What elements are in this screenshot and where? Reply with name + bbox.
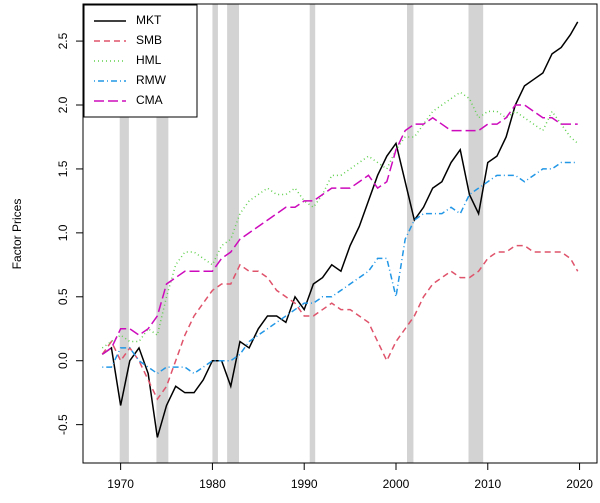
legend-label: CMA [136, 93, 163, 107]
y-tick-label: 1.5 [56, 160, 70, 177]
series-line [101, 91, 579, 349]
x-tick-label: 2010 [474, 477, 501, 491]
recession-band [156, 4, 169, 463]
x-tick-label: 1980 [199, 477, 226, 491]
series-line [101, 244, 579, 401]
recession-band [119, 4, 129, 463]
legend-label: MKT [136, 13, 162, 27]
x-tick-label: 2000 [383, 477, 410, 491]
x-tick-label: 1970 [107, 477, 134, 491]
recession-band [212, 4, 218, 463]
recession-band [309, 4, 316, 463]
y-tick-label: 1.0 [56, 224, 70, 241]
series-line [102, 161, 578, 375]
legend-label: SMB [136, 33, 162, 47]
legend-label: RMW [136, 73, 167, 87]
y-tick-label: 0.5 [56, 288, 70, 305]
x-tick-label: 1990 [291, 477, 318, 491]
y-tick-label: 0.0 [56, 352, 70, 369]
plot-box [82, 3, 598, 464]
y-tick-label: 2.0 [56, 96, 70, 113]
recession-band [407, 4, 414, 463]
y-tick-label: -0.5 [56, 414, 70, 435]
y-axis-label: Factor Prices [10, 199, 24, 270]
legend-label: HML [136, 53, 162, 67]
series-line [101, 21, 579, 438]
y-tick-label: 2.5 [56, 32, 70, 49]
series-line [101, 104, 578, 355]
x-tick-label: 2020 [566, 477, 593, 491]
recession-band [468, 4, 484, 463]
